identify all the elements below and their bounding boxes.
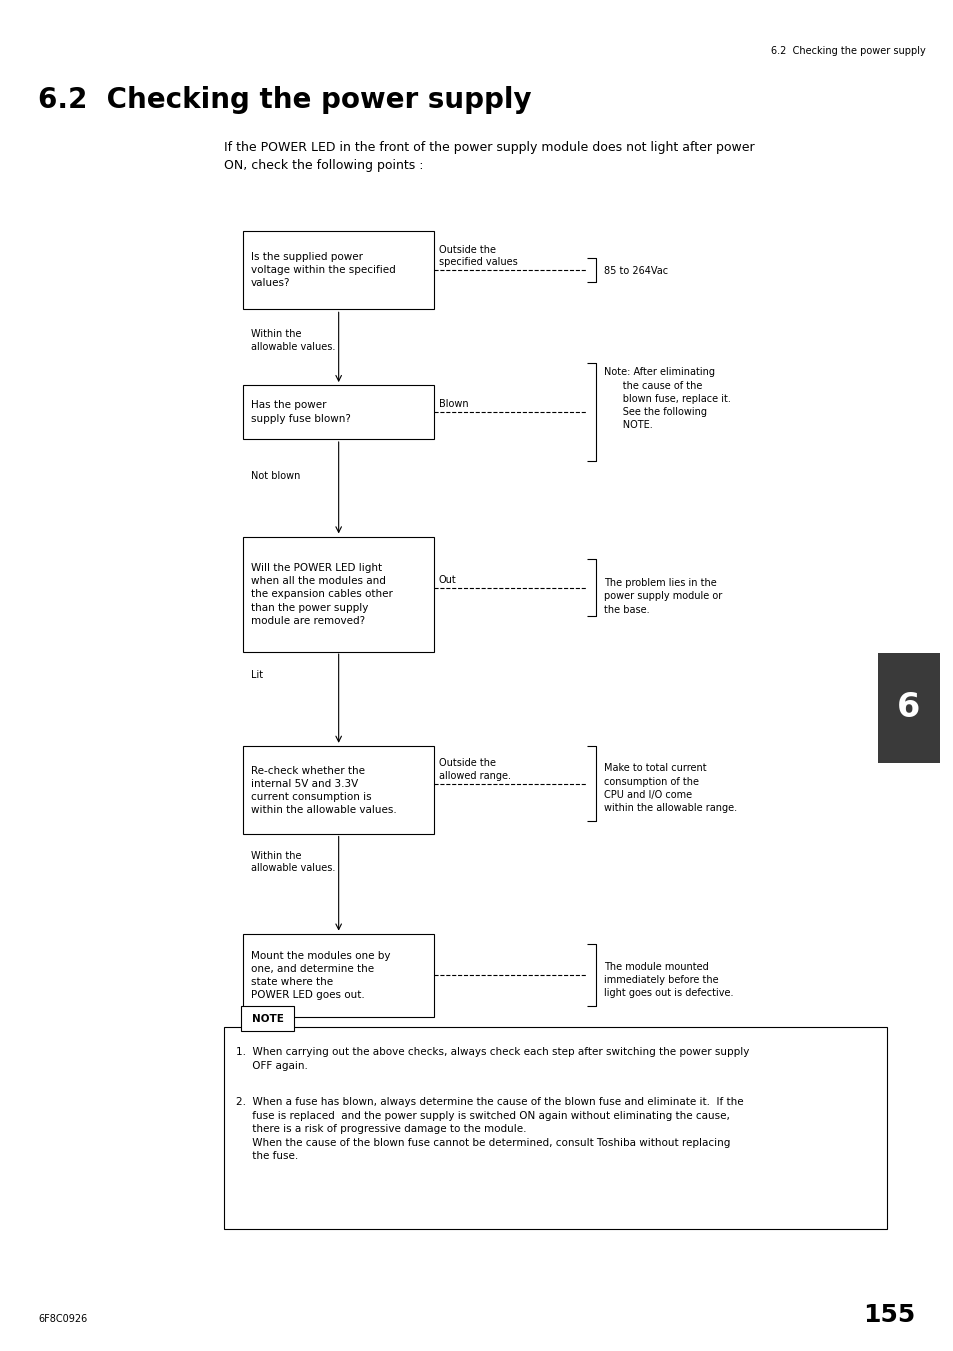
Text: Lit: Lit bbox=[251, 670, 263, 681]
Text: 6.2  Checking the power supply: 6.2 Checking the power supply bbox=[38, 86, 531, 115]
Text: Make to total current
consumption of the
CPU and I/O come
within the allowable r: Make to total current consumption of the… bbox=[603, 763, 737, 813]
Text: Within the
allowable values.: Within the allowable values. bbox=[251, 851, 335, 873]
Text: NOTE: NOTE bbox=[252, 1013, 283, 1024]
Text: The module mounted
immediately before the
light goes out is defective.: The module mounted immediately before th… bbox=[603, 962, 733, 998]
Text: Not blown: Not blown bbox=[251, 470, 300, 481]
Text: Out: Out bbox=[438, 576, 456, 585]
Text: 155: 155 bbox=[862, 1302, 915, 1327]
Text: Note: After eliminating
      the cause of the
      blown fuse, replace it.
   : Note: After eliminating the cause of the… bbox=[603, 367, 730, 430]
Text: 6F8C0926: 6F8C0926 bbox=[38, 1315, 88, 1324]
Text: Blown: Blown bbox=[438, 400, 468, 409]
Text: Outside the
specified values: Outside the specified values bbox=[438, 245, 517, 267]
FancyBboxPatch shape bbox=[243, 536, 434, 653]
Text: Will the POWER LED light
when all the modules and
the expansion cables other
tha: Will the POWER LED light when all the mo… bbox=[251, 563, 393, 626]
Text: Re-check whether the
internal 5V and 3.3V
current consumption is
within the allo: Re-check whether the internal 5V and 3.3… bbox=[251, 766, 396, 815]
Text: Within the
allowable values.: Within the allowable values. bbox=[251, 330, 335, 351]
Text: If the POWER LED in the front of the power supply module does not light after po: If the POWER LED in the front of the pow… bbox=[224, 141, 754, 172]
Text: The problem lies in the
power supply module or
the base.: The problem lies in the power supply mod… bbox=[603, 578, 721, 615]
FancyBboxPatch shape bbox=[243, 231, 434, 309]
Text: Mount the modules one by
one, and determine the
state where the
POWER LED goes o: Mount the modules one by one, and determ… bbox=[251, 951, 390, 1000]
FancyBboxPatch shape bbox=[241, 1006, 294, 1031]
FancyBboxPatch shape bbox=[224, 1027, 886, 1229]
Text: 2.  When a fuse has blown, always determine the cause of the blown fuse and elim: 2. When a fuse has blown, always determi… bbox=[235, 1097, 742, 1162]
Text: 85 to 264Vac: 85 to 264Vac bbox=[603, 266, 667, 276]
Text: 6: 6 bbox=[896, 692, 920, 724]
FancyBboxPatch shape bbox=[243, 746, 434, 835]
Text: 1.  When carrying out the above checks, always check each step after switching t: 1. When carrying out the above checks, a… bbox=[235, 1047, 748, 1070]
FancyBboxPatch shape bbox=[243, 385, 434, 439]
Text: Outside the
allowed range.: Outside the allowed range. bbox=[438, 758, 510, 781]
FancyBboxPatch shape bbox=[243, 934, 434, 1017]
FancyBboxPatch shape bbox=[877, 653, 939, 763]
Text: Is the supplied power
voltage within the specified
values?: Is the supplied power voltage within the… bbox=[251, 253, 395, 288]
Text: 6.2  Checking the power supply: 6.2 Checking the power supply bbox=[770, 46, 924, 55]
Text: Has the power
supply fuse blown?: Has the power supply fuse blown? bbox=[251, 400, 351, 424]
